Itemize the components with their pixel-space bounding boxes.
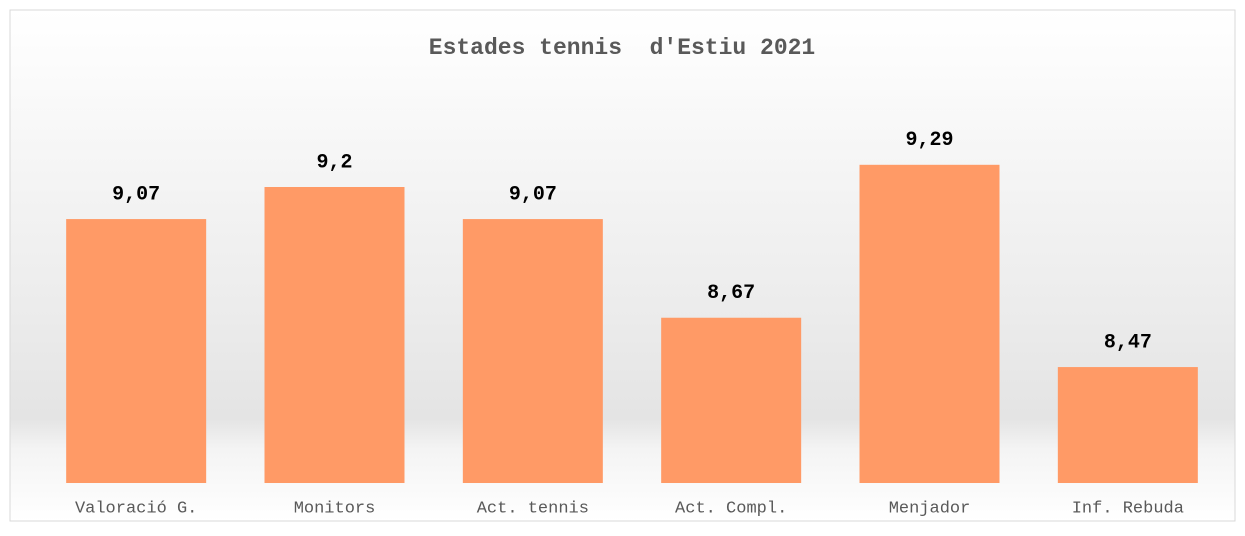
- data-label: 8,47: [1104, 331, 1152, 354]
- bar: [1057, 367, 1198, 483]
- bar: [66, 219, 207, 484]
- chart-frame: [9, 9, 1236, 522]
- data-label: 9,07: [509, 183, 557, 206]
- chart-title: Estades tennis d'Estiu 2021: [429, 35, 815, 61]
- x-tick-label: Valoració G.: [75, 499, 197, 518]
- data-label: 8,67: [707, 282, 755, 305]
- bar: [264, 187, 405, 483]
- bar: [462, 219, 603, 484]
- x-tick-label: Act. Compl.: [675, 499, 787, 518]
- data-label: 9,29: [905, 129, 953, 152]
- x-tick-label: Inf. Rebuda: [1072, 499, 1184, 518]
- bar: [661, 317, 802, 483]
- data-label: 9,2: [316, 151, 352, 174]
- data-label: 9,07: [112, 183, 160, 206]
- x-tick-label: Act. tennis: [477, 499, 589, 518]
- bar: [859, 164, 1000, 484]
- x-tick-label: Monitors: [294, 499, 376, 518]
- x-tick-label: Menjador: [889, 499, 971, 518]
